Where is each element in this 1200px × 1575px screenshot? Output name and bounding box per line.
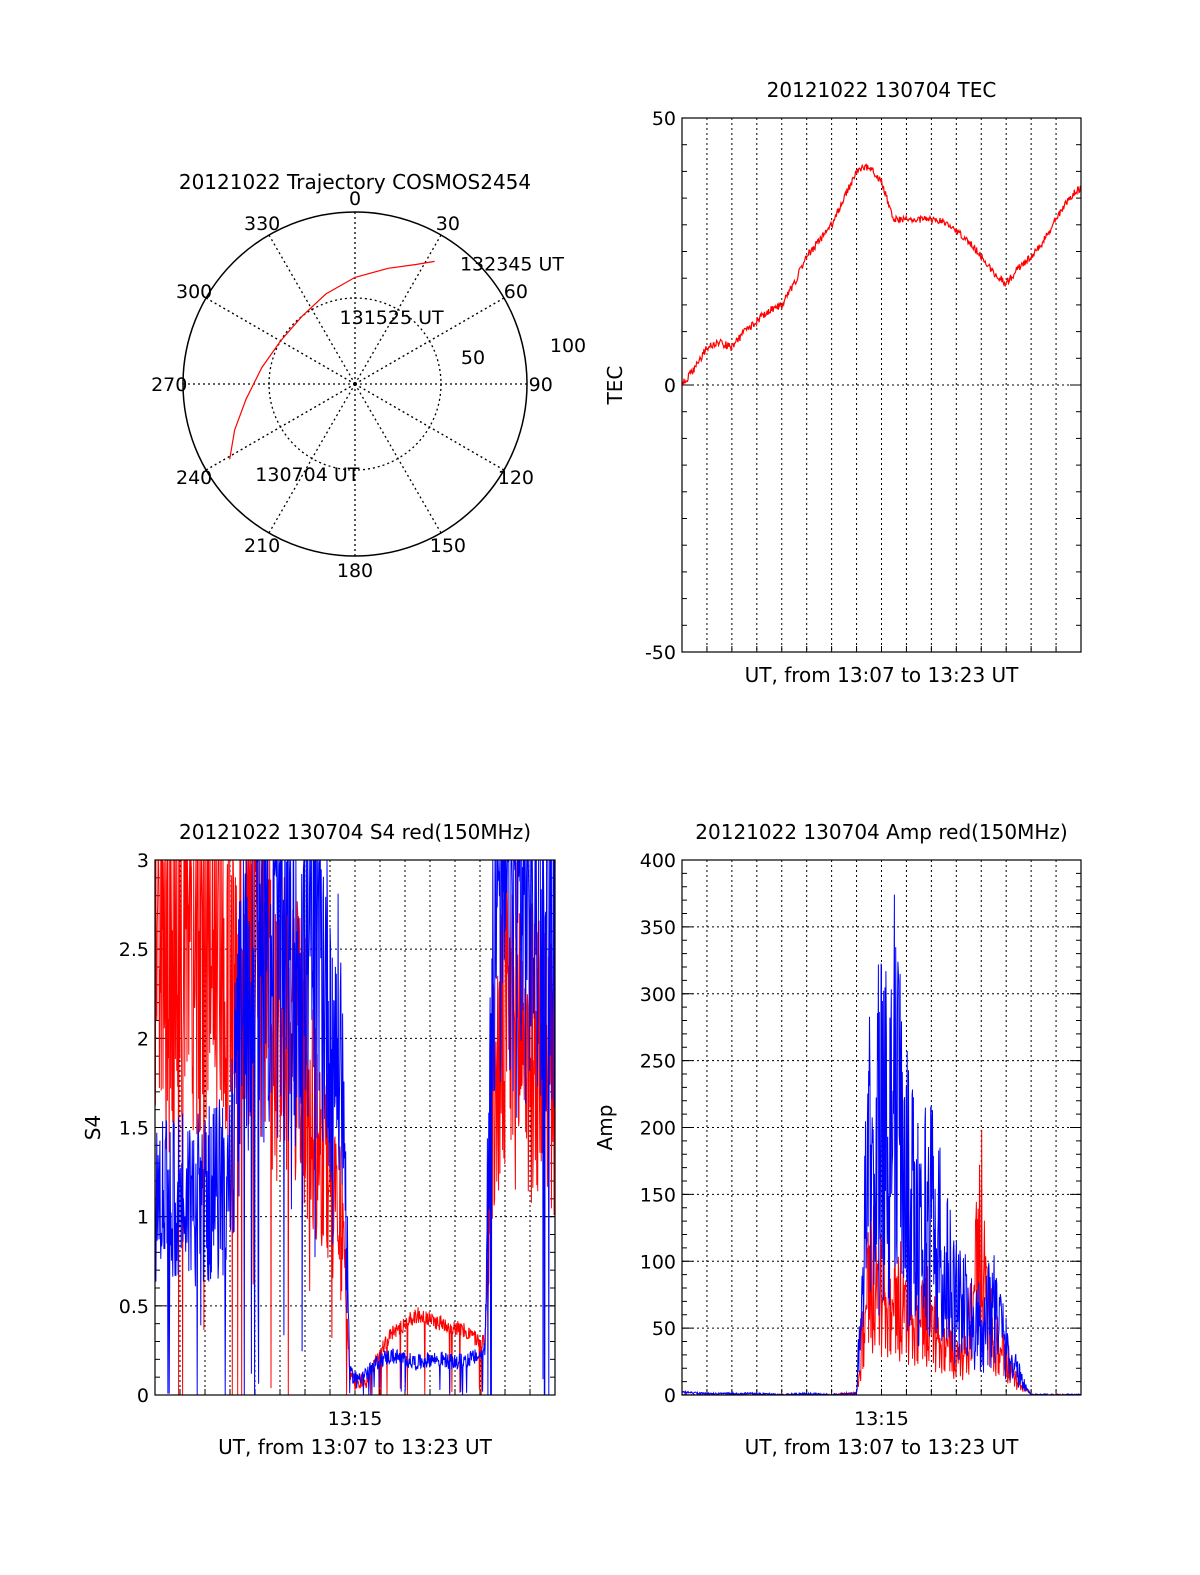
tec-ytick-label: 0 (664, 375, 676, 397)
polar-ring-50 (268, 297, 442, 471)
polar-angle-label: 90 (529, 374, 553, 396)
s4-ytick-label: 0 (137, 1385, 149, 1407)
amp-frame (681, 859, 1082, 1396)
polar-radial-label: 50 (461, 347, 485, 369)
polar-angle-label: 240 (176, 467, 212, 489)
trajectory-time-label: 132345 UT (460, 253, 564, 275)
tec-ylabel: TEC (603, 366, 627, 406)
trajectory-time-label: 131525 UT (340, 307, 444, 329)
trajectory-track (229, 260, 435, 460)
polar-spoke (354, 234, 442, 385)
polar-title: 20121022 Trajectory COSMOS2454 (179, 170, 531, 194)
amp-ytick-label: 150 (640, 1184, 676, 1206)
tec-panel: 20121022 130704 TEC -50 0 50 UT, from 13:07 … (603, 78, 1082, 687)
amp-ytick-label: 350 (640, 917, 676, 939)
s4-ytick-label: 2 (137, 1028, 149, 1050)
polar-angle-label: 120 (498, 467, 534, 489)
polar-spoke (268, 234, 356, 385)
trajectory-time-label: 130704 UT (255, 464, 359, 486)
amp-ytick-label: 100 (640, 1251, 676, 1273)
tec-xlabel: UT, from 13:07 to 13:23 UT (745, 663, 1020, 687)
amp-xtick-label: 13:15 (854, 1408, 909, 1430)
tec-frame (681, 117, 1082, 653)
polar-angle-label: 150 (430, 535, 466, 557)
amp-ytick-label: 50 (652, 1318, 676, 1340)
polar-angle-label: 300 (176, 281, 212, 303)
s4-panel: 20121022 130704 S4 red(150MHz) 0 0.5 1 1.5 2 2… (81, 820, 556, 1459)
amp-xlabel: UT, from 13:07 to 13:23 UT (745, 1435, 1020, 1459)
s4-series-line (155, 860, 555, 1395)
s4-frame (154, 859, 556, 1396)
polar-ring-outer (182, 211, 528, 557)
amp-panel: 20121022 130704 Amp red(150MHz) 0 50 100 150… (593, 820, 1082, 1459)
polar-angle-label: 210 (244, 535, 280, 557)
amp-title: 20121022 130704 Amp red(150MHz) (695, 820, 1067, 844)
s4-ytick-label: 0.5 (119, 1296, 149, 1318)
polar-angle-label: 0 (349, 188, 361, 210)
polar-angle-label: 330 (244, 213, 280, 235)
polar-angle-label: 270 (151, 374, 187, 396)
amp-ytick-label: 250 (640, 1051, 676, 1073)
s4-xlabel: UT, from 13:07 to 13:23 UT (218, 1435, 493, 1459)
amp-ytick-label: 0 (664, 1385, 676, 1407)
tec-ytick-label: 50 (652, 108, 676, 130)
polar-spoke (268, 383, 356, 534)
s4-xtick-label: 13:15 (328, 1408, 383, 1430)
polar-angle-label: 180 (337, 560, 373, 582)
polar-spoke (354, 297, 505, 385)
tec-series-line (682, 163, 1081, 386)
s4-ytick-label: 3 (137, 850, 149, 872)
s4-ylabel: S4 (81, 1115, 105, 1140)
tec-title: 20121022 130704 TEC (767, 78, 997, 102)
s4-ytick-label: 2.5 (119, 939, 149, 961)
polar-angle-label: 30 (436, 213, 460, 235)
amp-ylabel: Amp (593, 1105, 617, 1151)
polar-spoke (205, 383, 356, 471)
polar-radial-label: 100 (550, 335, 586, 357)
amp-ytick-label: 300 (640, 984, 676, 1006)
s4-ytick-label: 1.5 (119, 1118, 149, 1140)
polar-angle-label: 60 (504, 281, 528, 303)
amp-series-line (682, 894, 1081, 1395)
tec-ytick-label: -50 (645, 642, 676, 664)
s4-title: 20121022 130704 S4 red(150MHz) (179, 820, 531, 844)
s4-ytick-label: 1 (137, 1207, 149, 1229)
amp-ytick-label: 200 (640, 1118, 676, 1140)
polar-spoke (354, 383, 442, 534)
amp-ytick-label: 400 (640, 850, 676, 872)
amp-series-line (682, 1129, 1081, 1395)
